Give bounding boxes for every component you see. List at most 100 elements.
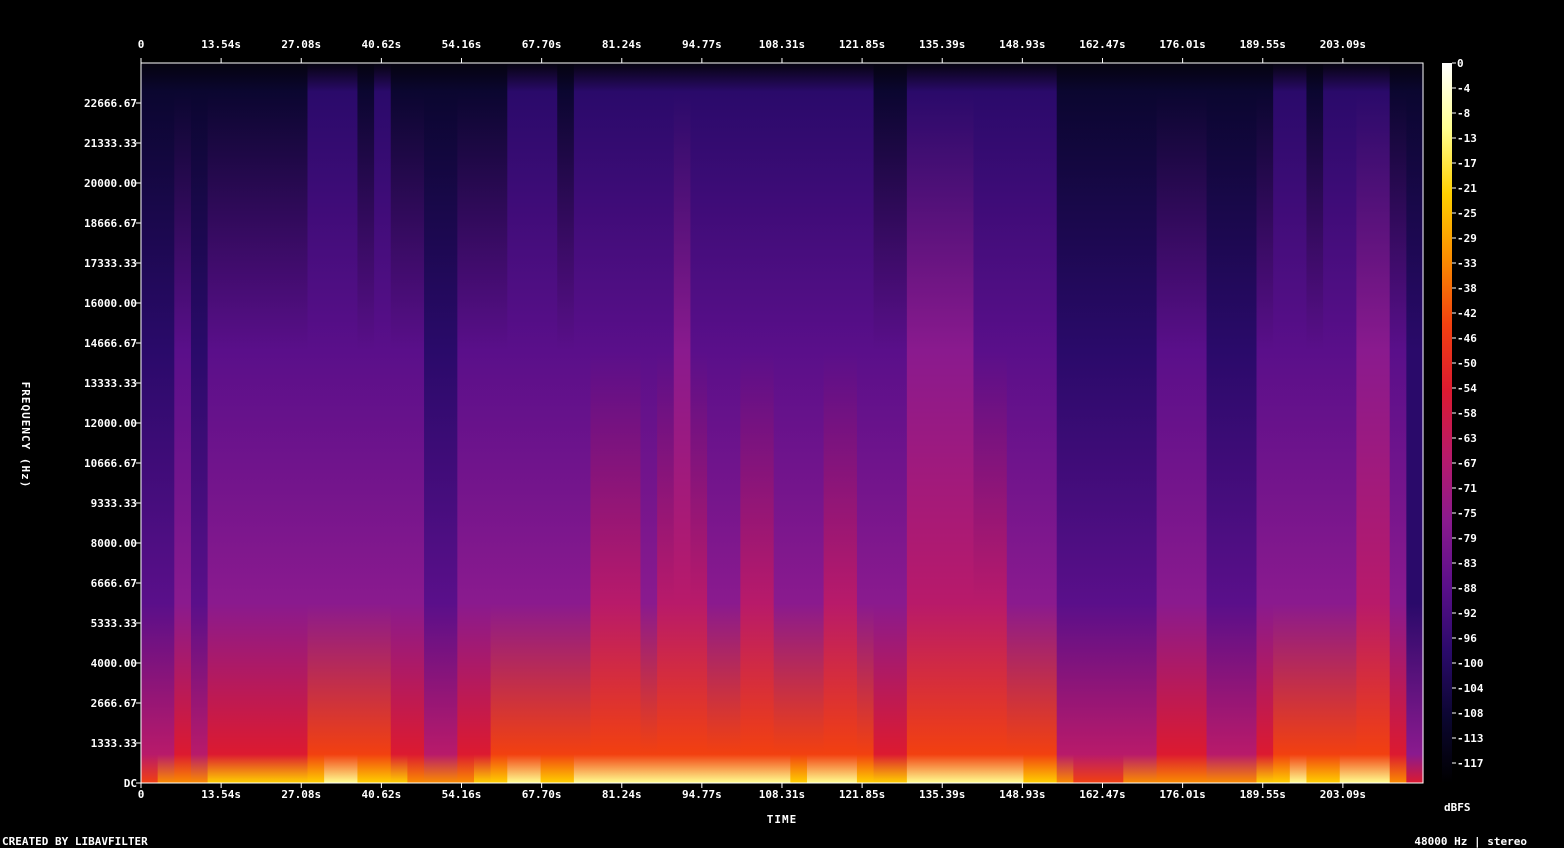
x-tick-label: 162.47s [1079, 38, 1125, 51]
spectrum-column [990, 63, 1008, 783]
spectrum-column [424, 63, 442, 783]
colorbar-tick-label: -75 [1457, 507, 1477, 520]
spectrum-column [1406, 63, 1424, 783]
spectrum-column [141, 63, 159, 783]
spectrum-column [307, 63, 325, 783]
spectrum-column [1223, 63, 1241, 783]
x-tick-label: 121.85s [839, 38, 885, 51]
x-tick-label: 0 [138, 38, 145, 51]
spectrum-column [1323, 63, 1341, 783]
spectrum-column [257, 63, 275, 783]
spectrum-column [956, 63, 975, 783]
spectrum-column [906, 63, 925, 783]
colorbar-tick-label: 0 [1457, 57, 1464, 70]
spectrum-column [607, 63, 625, 783]
spectrum-column [873, 63, 891, 783]
spectrum-column [357, 63, 375, 783]
spectrum-column [407, 63, 425, 783]
spectrum-column [457, 63, 475, 783]
x-tick-label: 203.09s [1320, 38, 1366, 51]
colorbar-tick-label: -46 [1457, 332, 1477, 345]
y-tick-label: 20000.00 [84, 177, 137, 190]
spectrum-column [623, 63, 642, 783]
spectrum-column [340, 63, 359, 783]
spectrum-column [290, 63, 309, 783]
colorbar-tick-label: -108 [1457, 707, 1484, 720]
x-tick-label: 108.31s [759, 38, 805, 51]
y-tick-label: 14666.67 [84, 337, 137, 350]
y-tick-label: 2666.67 [91, 697, 137, 710]
spectrum-column [723, 63, 741, 783]
colorbar-tick-label: -4 [1457, 82, 1471, 95]
spectrum-column [673, 63, 692, 783]
spectrum-column [540, 63, 558, 783]
y-tick-label: 21333.33 [84, 137, 137, 150]
x-tick-label: 94.77s [682, 788, 722, 801]
spectrum-column [640, 63, 658, 783]
spectrum-column [440, 63, 458, 783]
colorbar-tick-label: -88 [1457, 582, 1477, 595]
spectrum-column [207, 63, 225, 783]
x-tick-label: 189.55s [1240, 788, 1286, 801]
x-tick-label: 176.01s [1159, 38, 1205, 51]
x-tick-label: 13.54s [201, 38, 241, 51]
colorbar-tick-label: -8 [1457, 107, 1470, 120]
y-tick-label: 13333.33 [84, 377, 137, 390]
spectrum-column [1306, 63, 1324, 783]
spectrum-column [1206, 63, 1224, 783]
spectrum-column [690, 63, 708, 783]
x-tick-label: 54.16s [442, 788, 482, 801]
created-by-text: CREATED BY LIBAVFILTER [2, 835, 148, 848]
spectrum-column [1273, 63, 1291, 783]
spectrum-column [1023, 63, 1041, 783]
y-tick-label: 9333.33 [91, 497, 137, 510]
y-tick-label: 10666.67 [84, 457, 137, 470]
spectrum-column [274, 63, 292, 783]
colorbar-tick-label: -63 [1457, 432, 1477, 445]
colorbar-tick-label: -33 [1457, 257, 1477, 270]
spectrum-column [890, 63, 908, 783]
x-tick-label: 176.01s [1159, 788, 1205, 801]
spectrum-column [557, 63, 575, 783]
x-tick-label: 81.24s [602, 788, 642, 801]
spectrum-column [823, 63, 841, 783]
spectrum-column [1189, 63, 1208, 783]
colorbar-tick-label: -79 [1457, 532, 1477, 545]
colorbar-tick-label: -50 [1457, 357, 1477, 370]
spectrum-column [840, 63, 858, 783]
spectrum-column [1173, 63, 1191, 783]
spectrum-column [240, 63, 259, 783]
x-tick-label: 67.70s [522, 38, 562, 51]
x-tick-label: 13.54s [201, 788, 241, 801]
spectrum-column [473, 63, 492, 783]
colorbar-tick-label: -113 [1457, 732, 1484, 745]
colorbar-tick-label: -29 [1457, 232, 1477, 245]
spectrum-column [507, 63, 525, 783]
x-tick-label: 135.39s [919, 788, 965, 801]
spectrum-column [790, 63, 808, 783]
x-tick-label: 40.62s [362, 788, 402, 801]
spectrum-column [740, 63, 758, 783]
x-tick-label: 135.39s [919, 38, 965, 51]
x-tick-label: 54.16s [442, 38, 482, 51]
y-tick-label: 16000.00 [84, 297, 137, 310]
spectrum-column [1339, 63, 1357, 783]
x-tick-label: 162.47s [1079, 788, 1125, 801]
x-tick-label: 0 [138, 788, 145, 801]
spectrum-column [1156, 63, 1174, 783]
x-tick-label: 40.62s [362, 38, 402, 51]
x-axis-top: 0 13.54s 27.08s 40.62s 54.16s 67.70s 81.24s 94.… [138, 38, 1366, 63]
y-tick-label: 12000.00 [84, 417, 137, 430]
colorbar-tick-label: -83 [1457, 557, 1477, 570]
spectrum-column [324, 63, 342, 783]
colorbar-label: dBFS [1444, 801, 1471, 814]
y-tick-label: 8000.00 [91, 537, 137, 550]
colorbar-tick-label: -104 [1457, 682, 1484, 695]
y-tick-label: 6666.67 [91, 577, 137, 590]
colorbar-tick-label: -117 [1457, 757, 1484, 770]
format-info-text: 48000 Hz | stereo [1414, 835, 1527, 848]
spectrum-column [806, 63, 825, 783]
y-tick-label: 5333.33 [91, 617, 137, 630]
